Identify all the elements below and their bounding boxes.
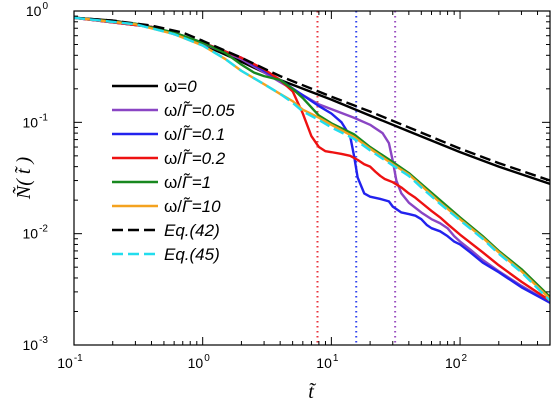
x-tick-label: 101 [316,353,339,371]
series-layer [74,16,550,304]
legend: ω=0 ω/Γ̃=0.05 ω/Γ̃=0.1 ω/Γ̃=0.2 ω/Γ̃=1 ω/Γ̃=1… [112,77,235,264]
y-tick-label: 100 [26,1,49,19]
plot-frame [73,10,551,346]
legend-label: ω/Γ̃=10 [164,196,221,216]
series-2-line [74,16,550,304]
x-axis-title: t̃ [308,381,316,403]
legend-label: Eq.(45) [164,245,220,264]
legend-label: ω=0 [164,77,197,96]
y-axis-title: Ñ( t̃ ) [11,157,35,201]
axis-ticks [73,10,551,346]
series-6-line [74,16,550,182]
x-tick-label: 102 [445,353,468,371]
x-tick-label: 100 [188,353,211,371]
x-tick-label: 10-1 [57,353,83,371]
series-7-line [74,16,550,302]
y-tick-label: 10-3 [23,335,49,353]
y-tick-label: 10-1 [23,112,49,130]
legend-label: Eq.(42) [164,221,220,240]
legend-label: ω/Γ̃=0.05 [164,100,235,120]
legend-label: ω/Γ̃=1 [164,172,211,192]
series-1-line [74,16,550,304]
legend-label: ω/Γ̃=0.2 [164,148,226,168]
y-tick-label: 10-2 [23,224,49,242]
reference-lines [316,11,397,345]
series-4-line [74,16,550,298]
legend-label: ω/Γ̃=0.1 [164,124,225,144]
